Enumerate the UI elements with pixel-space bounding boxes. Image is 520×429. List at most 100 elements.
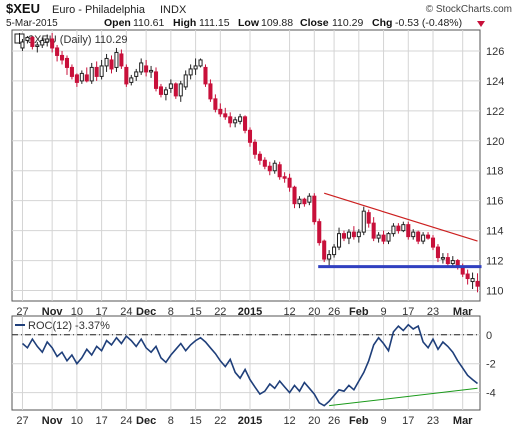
candle-body [450,260,455,265]
candlestick [243,115,248,134]
candle-body [129,77,134,83]
candle-body [262,159,267,167]
candlestick [119,49,124,69]
candle-body [282,176,287,179]
candle-body [198,59,203,67]
candle-body [401,224,406,232]
candlestick [99,59,104,80]
roc-x-tick-label: 8 [168,415,174,427]
candle-body [267,165,272,172]
candle-body [153,71,159,89]
candle-body [371,222,376,239]
candle-body [465,273,470,280]
price-x-tick-label: 10 [71,306,83,318]
candlestick [238,113,243,125]
candlestick [109,55,114,74]
candle-body [386,233,391,242]
roc-legend: ROC(12) -3.37% [15,320,110,332]
candlestick [193,58,198,75]
price-x-tick-label: 17 [402,306,414,318]
candle-body [89,66,94,82]
candle-body [104,57,109,67]
price-x-tick-label: 17 [95,306,107,318]
roc-frame [11,315,481,411]
candlestick [79,70,84,84]
candlestick [421,232,426,245]
candlestick [440,253,445,264]
roc-x-tick-label: 27 [16,415,28,427]
candlestick [183,70,188,90]
candlestick [416,230,421,245]
roc-x-tick-label: 24 [120,415,132,427]
candlestick [371,217,376,242]
candle-body [341,233,347,239]
candlestick [84,67,89,83]
high-value: 111.15 [199,17,230,29]
candlestick [322,239,327,263]
price-y-tick-label: 120 [486,136,504,148]
roc-x-tick-label: Mar [453,415,473,427]
chart-date: 5-Mar-2015 [6,18,58,29]
candle-body [366,212,371,224]
price-x-tick-label: 15 [189,306,201,318]
candle-body [243,116,248,131]
price-y-tick-label: 118 [486,166,504,178]
candlestick [381,230,386,245]
price-x-tick-label: 24 [120,306,132,318]
roc-x-tick-label: 23 [427,415,439,427]
candlestick [327,250,332,267]
chart-exchange: INDX [160,4,187,16]
candle-body [317,221,322,244]
candlestick [173,82,178,99]
candle-body [183,74,188,88]
roc-y-tick-label: -2 [486,359,496,371]
candle-body [336,233,342,248]
roc-y-tick-label: 0 [486,330,492,342]
candle-body [416,231,421,242]
candlestick [277,161,282,180]
candle-body [233,119,238,124]
candlestick [64,55,70,75]
candlestick [376,232,381,243]
down-arrow-icon [477,21,485,27]
candlestick [223,107,228,120]
candle-body [391,225,396,235]
candlestick [45,34,50,47]
candlestick [188,64,193,80]
candle-body [79,72,84,82]
roc-x-tick-label: 20 [308,415,320,427]
candle-body [297,198,302,205]
candle-body [30,36,35,47]
candle-body [346,231,351,239]
candlestick [203,64,208,87]
candle-body [302,198,307,205]
candle-body [60,54,65,61]
candle-body [149,69,154,73]
candle-body [430,237,436,248]
roc-x-tick-label: Feb [349,415,369,427]
roc-x-tick-label: Nov [42,415,64,427]
candle-body [94,66,99,77]
roc-x-tick-label: 17 [95,415,107,427]
candlestick [153,67,159,92]
price-x-tick-label: 20 [308,306,320,318]
candle-body [203,66,208,85]
candlestick [287,173,292,192]
candle-body [35,44,40,47]
candle-body [351,231,356,238]
candlestick [163,86,168,101]
candle-body [223,113,228,118]
candlestick [450,256,455,267]
candle-body [69,66,74,77]
candlestick [272,160,277,174]
open-value: 110.61 [133,17,164,29]
candlestick [69,64,74,80]
open-label: Open [104,17,131,29]
price-panel: 110 112 114 116 118 120 122 124 126 27 Nov 10 17 24 De… [11,29,504,318]
candlestick [292,185,297,209]
candle-body [114,51,119,68]
candlestick [396,223,401,234]
candlestick [218,103,223,117]
watermark: © StockCharts.com [426,4,512,15]
roc-trendline [329,387,478,407]
